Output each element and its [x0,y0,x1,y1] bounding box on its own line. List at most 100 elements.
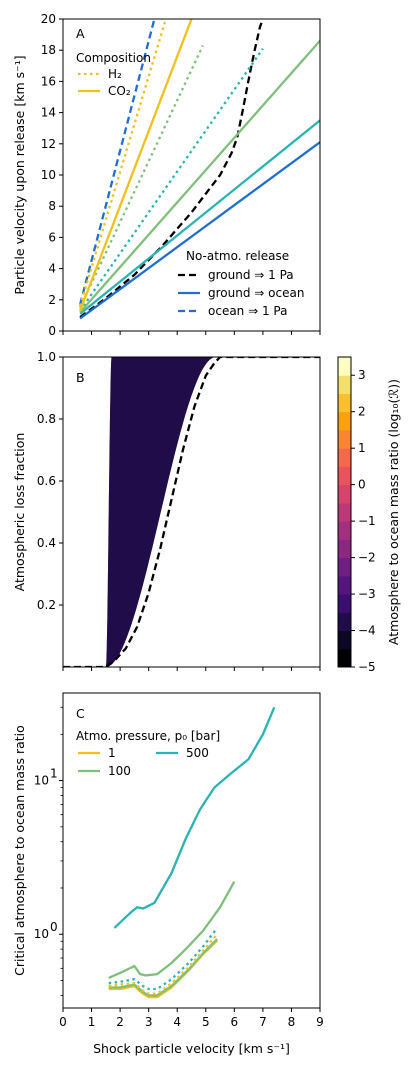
panel-a-series [78,19,320,320]
legend-title: Atmo. pressure, p₀ [bar] [76,729,220,743]
series-line-5 [108,933,219,995]
x-tick-label: 5 [202,1015,210,1029]
colorbar-swatch [338,375,351,394]
x-tick-label: 4 [173,1015,181,1029]
legend-label: ocean ⇒ 1 Pa [208,304,287,318]
colorbar-swatch [338,648,351,668]
y-axis-label: Atmospheric loss fraction [12,433,27,592]
x-tick-label: 8 [288,1015,296,1029]
panel-b: 0.2 0.4 0.6 0.8 1.0 B Atmospheric loss fractio… [12,350,321,671]
y-tick-label: 0.2 [37,598,56,612]
colorbar-swatch [338,557,351,577]
colorbar-tick-label: −1 [358,514,376,528]
y-tick-label: 14 [41,106,56,120]
series-line-6 [79,45,204,309]
x-tick-label: 0 [59,1015,67,1029]
x-tick-label: 1 [88,1015,96,1029]
legend-label: CO₂ [108,84,131,98]
series-line-3 [79,119,320,315]
y-tick-label: 18 [41,43,56,57]
colorbar-swatch [338,612,351,632]
legend-title: Composition [76,51,151,65]
y-tick-label: 12 [41,137,56,151]
colorbar-swatch [338,429,351,449]
colorbar-swatch [338,630,351,650]
colorbar-swatch [338,357,351,376]
colorbar-swatch [338,393,351,413]
x-tick-label: 6 [231,1015,239,1029]
panel-label: C [76,706,85,721]
colorbar-tick-label: −2 [358,551,376,565]
y-tick-label: 0.8 [37,412,56,426]
colorbar-swatch [338,502,351,522]
y-axis-label: Critical atmosphere to ocean mass ratio [12,725,27,976]
colorbar-tick-label: −4 [358,624,376,638]
y-axis-label: Particle velocity upon release [km s⁻¹] [12,55,27,294]
y-tick-label: 16 [41,74,56,88]
colorbar-tick-label: 2 [358,405,366,419]
x-tick-label: 3 [145,1015,153,1029]
colorbar-swatch [338,466,351,486]
y-tick-label: 8 [48,199,56,213]
series-line-0 [113,706,276,929]
colorbar-swatch [338,539,351,559]
panel-a-frame [62,18,321,332]
y-tick-label: 2 [48,293,56,307]
series-line-4 [79,47,264,312]
y-tick-label: 1.0 [37,350,56,364]
y-tick-label: 0 [48,324,56,338]
x-axis-label: Shock particle velocity [km s⁻¹] [93,1041,290,1056]
y-tick-label: 20 [41,12,56,26]
x-tick-label: 2 [116,1015,124,1029]
legend-label: H₂ [108,67,122,81]
colorbar-frame [337,356,352,668]
panel-c-frame [62,692,321,1009]
series-line-2 [78,19,156,305]
y-tick-exponent: 0 [50,920,58,934]
panel-b-bands [63,357,320,667]
panel-label: A [76,26,85,41]
y-tick-exponent: 1 [50,767,58,781]
colorbar-swatch [338,594,351,613]
colorbar-tick-label: 1 [358,441,366,455]
colorbar-swatch [338,448,351,467]
series-line-3 [108,938,219,997]
colorbar-swatch [338,484,351,504]
y-tick-label: 0.6 [37,474,56,488]
legend-label: ground ⇒ ocean [208,286,304,300]
colorbar-tick-label: −3 [358,587,376,601]
colorbar-label: Atmosphere to ocean mass ratio (log₁₀(ℛ)… [386,379,401,645]
y-tick-label: 10 [34,774,49,788]
colorbar-tick-label: 0 [358,478,366,492]
panel-c-series [108,706,276,999]
legend-label: 1 [108,746,116,760]
series-line-1 [108,881,236,979]
y-tick-label: 4 [48,262,56,276]
x-tick-label: 7 [259,1015,267,1029]
colorbar-tick-label: −5 [358,660,376,674]
panel-b-frame [62,356,321,668]
boundary-curve [63,357,320,667]
legend-title: No-atmo. release [186,249,289,263]
legend-label: ground ⇒ 1 Pa [208,268,294,282]
panel-label: B [76,370,85,385]
y-tick-label: 10 [41,168,56,182]
legend-label: 500 [186,746,209,760]
series-line-1 [79,141,320,320]
legend-label: 100 [108,764,131,778]
series-line-4 [108,927,219,991]
x-tick-label: 9 [316,1015,324,1029]
y-tick-label: 10 [34,927,49,941]
panel-a: 0 2 4 6 8 10 12 14 16 18 20 A Particle velocity upon… [12,12,321,338]
y-tick-label: 0.4 [37,536,56,550]
colorbar-swatch [338,575,351,595]
band-mask [105,357,320,667]
series-line-7 [79,19,193,312]
colorbar-swatch [338,521,351,540]
series-line-8 [78,19,167,307]
y-tick-label: 6 [48,230,56,244]
colorbar: −5 −4 −3 −2 −1 0 1 2 3 Atmosphere to ocean mass r… [337,356,401,674]
colorbar-tick-label: 3 [358,368,366,382]
